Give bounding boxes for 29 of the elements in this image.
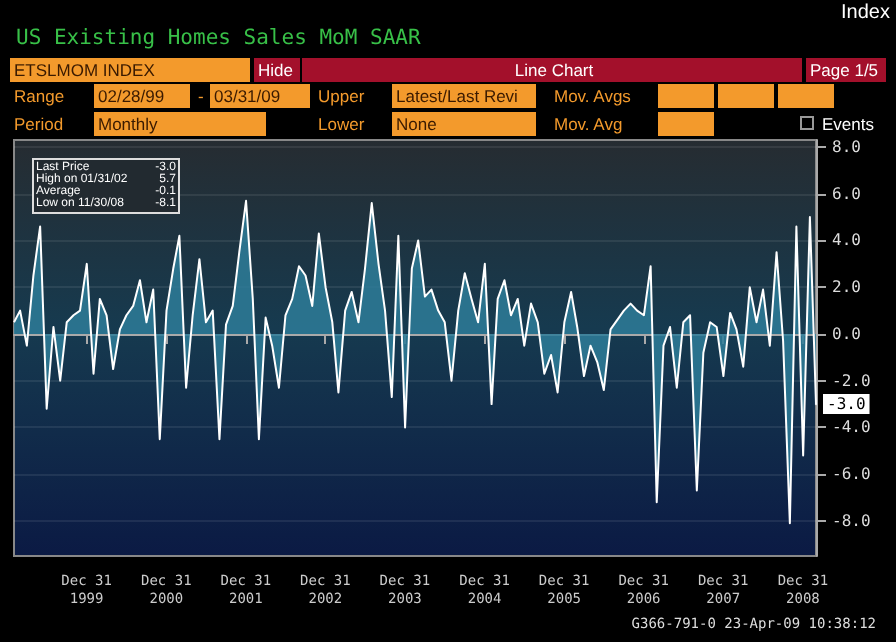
y-tick-label: -8.0 <box>832 511 871 530</box>
y-tick-label: -4.0 <box>832 418 871 437</box>
text: Hide <box>254 58 300 82</box>
y-tick-label: 6.0 <box>832 184 862 203</box>
text: ETSLMOM INDEX <box>10 58 250 82</box>
text: 02/28/99 <box>94 84 190 108</box>
text: Mov. Avgs <box>552 84 633 108</box>
text: Events <box>820 112 876 136</box>
text: Mov. Avg <box>552 112 625 136</box>
text: Page 1/5 <box>806 58 886 82</box>
text: Lower <box>316 112 367 136</box>
y-tick-label: -6.0 <box>832 465 871 484</box>
text: - <box>196 84 206 108</box>
text: Period <box>12 112 66 136</box>
y-tick-label: 4.0 <box>832 231 862 250</box>
text: 03/31/09 <box>210 84 310 108</box>
text: Range <box>12 84 67 108</box>
annotation: -3.0 <box>827 395 866 414</box>
text: None <box>392 112 536 136</box>
text: Latest/Last Revi <box>392 84 536 108</box>
text: Index <box>839 2 890 26</box>
chart-title: US Existing Homes Sales MoM SAAR <box>16 26 421 50</box>
y-tick-label: 0.0 <box>832 324 862 343</box>
y-tick-label: 8.0 <box>832 138 862 157</box>
text: Line Chart <box>302 58 802 82</box>
text: Monthly <box>94 112 266 136</box>
text: Upper <box>316 84 367 108</box>
y-tick-label: 2.0 <box>832 278 862 297</box>
y-tick-label: -2.0 <box>832 371 871 390</box>
